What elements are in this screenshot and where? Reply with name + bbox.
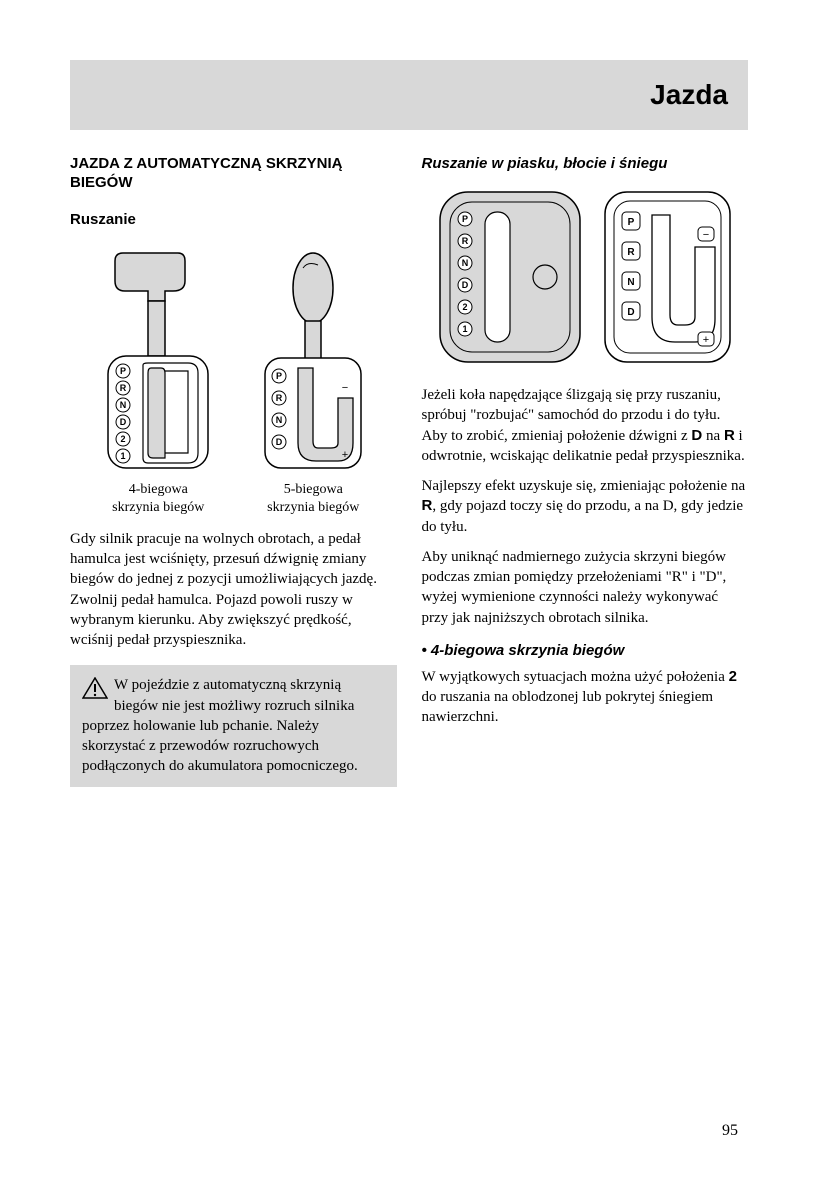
svg-text:N: N xyxy=(276,415,283,425)
shifter-diagrams-right: P R N D 2 1 P R N D xyxy=(422,187,749,367)
svg-text:2: 2 xyxy=(121,434,126,444)
svg-text:N: N xyxy=(462,258,469,268)
svg-text:R: R xyxy=(120,383,127,393)
page-title: Jazda xyxy=(650,79,728,111)
warning-triangle-icon xyxy=(82,677,108,699)
svg-text:P: P xyxy=(462,214,468,224)
svg-text:R: R xyxy=(276,393,283,403)
right-para3: Aby uniknąć nadmiernego zużycia skrzyni … xyxy=(422,547,749,628)
svg-text:P: P xyxy=(120,366,126,376)
page-number: 95 xyxy=(722,1122,738,1140)
shifter-top-4speed-svg: P R N D 2 1 xyxy=(435,187,585,367)
svg-text:+: + xyxy=(342,449,348,461)
svg-text:2: 2 xyxy=(462,302,467,312)
svg-text:−: − xyxy=(342,382,348,394)
right-para2: Najlepszy efekt uzyskuje się, zmieniając… xyxy=(422,476,749,537)
left-column: JAZDA Z AUTOMATYCZNĄ SKRZYNIĄ BIEGÓW Rus… xyxy=(70,155,397,787)
svg-text:N: N xyxy=(627,277,634,288)
svg-text:+: + xyxy=(703,334,709,346)
warning-text: W pojeździe z automatyczną skrzynią bieg… xyxy=(82,677,358,774)
svg-text:R: R xyxy=(462,236,469,246)
warning-box: W pojeździe z automatyczną skrzynią bieg… xyxy=(70,665,397,786)
left-para1: Gdy silnik pracuje na wolnych obrotach, … xyxy=(70,529,397,651)
shifter-4speed-caption: 4-biegowa skrzynia biegów xyxy=(93,481,223,517)
svg-text:1: 1 xyxy=(462,324,467,334)
shifter-4speed-svg: P R N D 2 1 xyxy=(93,243,223,473)
shifter-5speed-svg: P R N D − + xyxy=(253,243,373,473)
content-area: JAZDA Z AUTOMATYCZNĄ SKRZYNIĄ BIEGÓW Rus… xyxy=(70,155,748,787)
svg-text:N: N xyxy=(120,400,127,410)
svg-text:R: R xyxy=(627,247,635,258)
svg-text:D: D xyxy=(120,417,127,427)
shifter-diagrams-left: P R N D 2 1 4-biegowa skrzynia biegów xyxy=(70,243,397,517)
section-heading-left: JAZDA Z AUTOMATYCZNĄ SKRZYNIĄ BIEGÓW xyxy=(70,155,397,193)
svg-text:1: 1 xyxy=(121,451,126,461)
subheading-ruszanie: Ruszanie xyxy=(70,211,397,228)
shifter-5speed-caption: 5-biegowa skrzynia biegów xyxy=(253,481,373,517)
svg-text:P: P xyxy=(276,371,282,381)
shifter-5speed: P R N D − + 5-biegowa skrzynia biegów xyxy=(253,243,373,517)
right-heading-italic: Ruszanie w piasku, błocie i śniegu xyxy=(422,155,749,172)
svg-text:P: P xyxy=(627,217,634,228)
shifter-4speed: P R N D 2 1 4-biegowa skrzynia biegów xyxy=(93,243,223,517)
right-para4: W wyjątkowych sytuacjach można użyć poło… xyxy=(422,667,749,728)
shifter-top-5speed-svg: P R N D − + xyxy=(600,187,735,367)
bullet-heading-4speed: • 4-biegowa skrzynia biegów xyxy=(422,642,749,659)
svg-text:D: D xyxy=(627,307,634,318)
header-bar: Jazda xyxy=(70,60,748,130)
right-para1: Jeżeli koła napędzające ślizgają się prz… xyxy=(422,385,749,466)
svg-text:D: D xyxy=(462,280,469,290)
svg-text:−: − xyxy=(703,229,709,241)
svg-text:D: D xyxy=(276,437,283,447)
right-column: Ruszanie w piasku, błocie i śniegu P R N… xyxy=(422,155,749,787)
